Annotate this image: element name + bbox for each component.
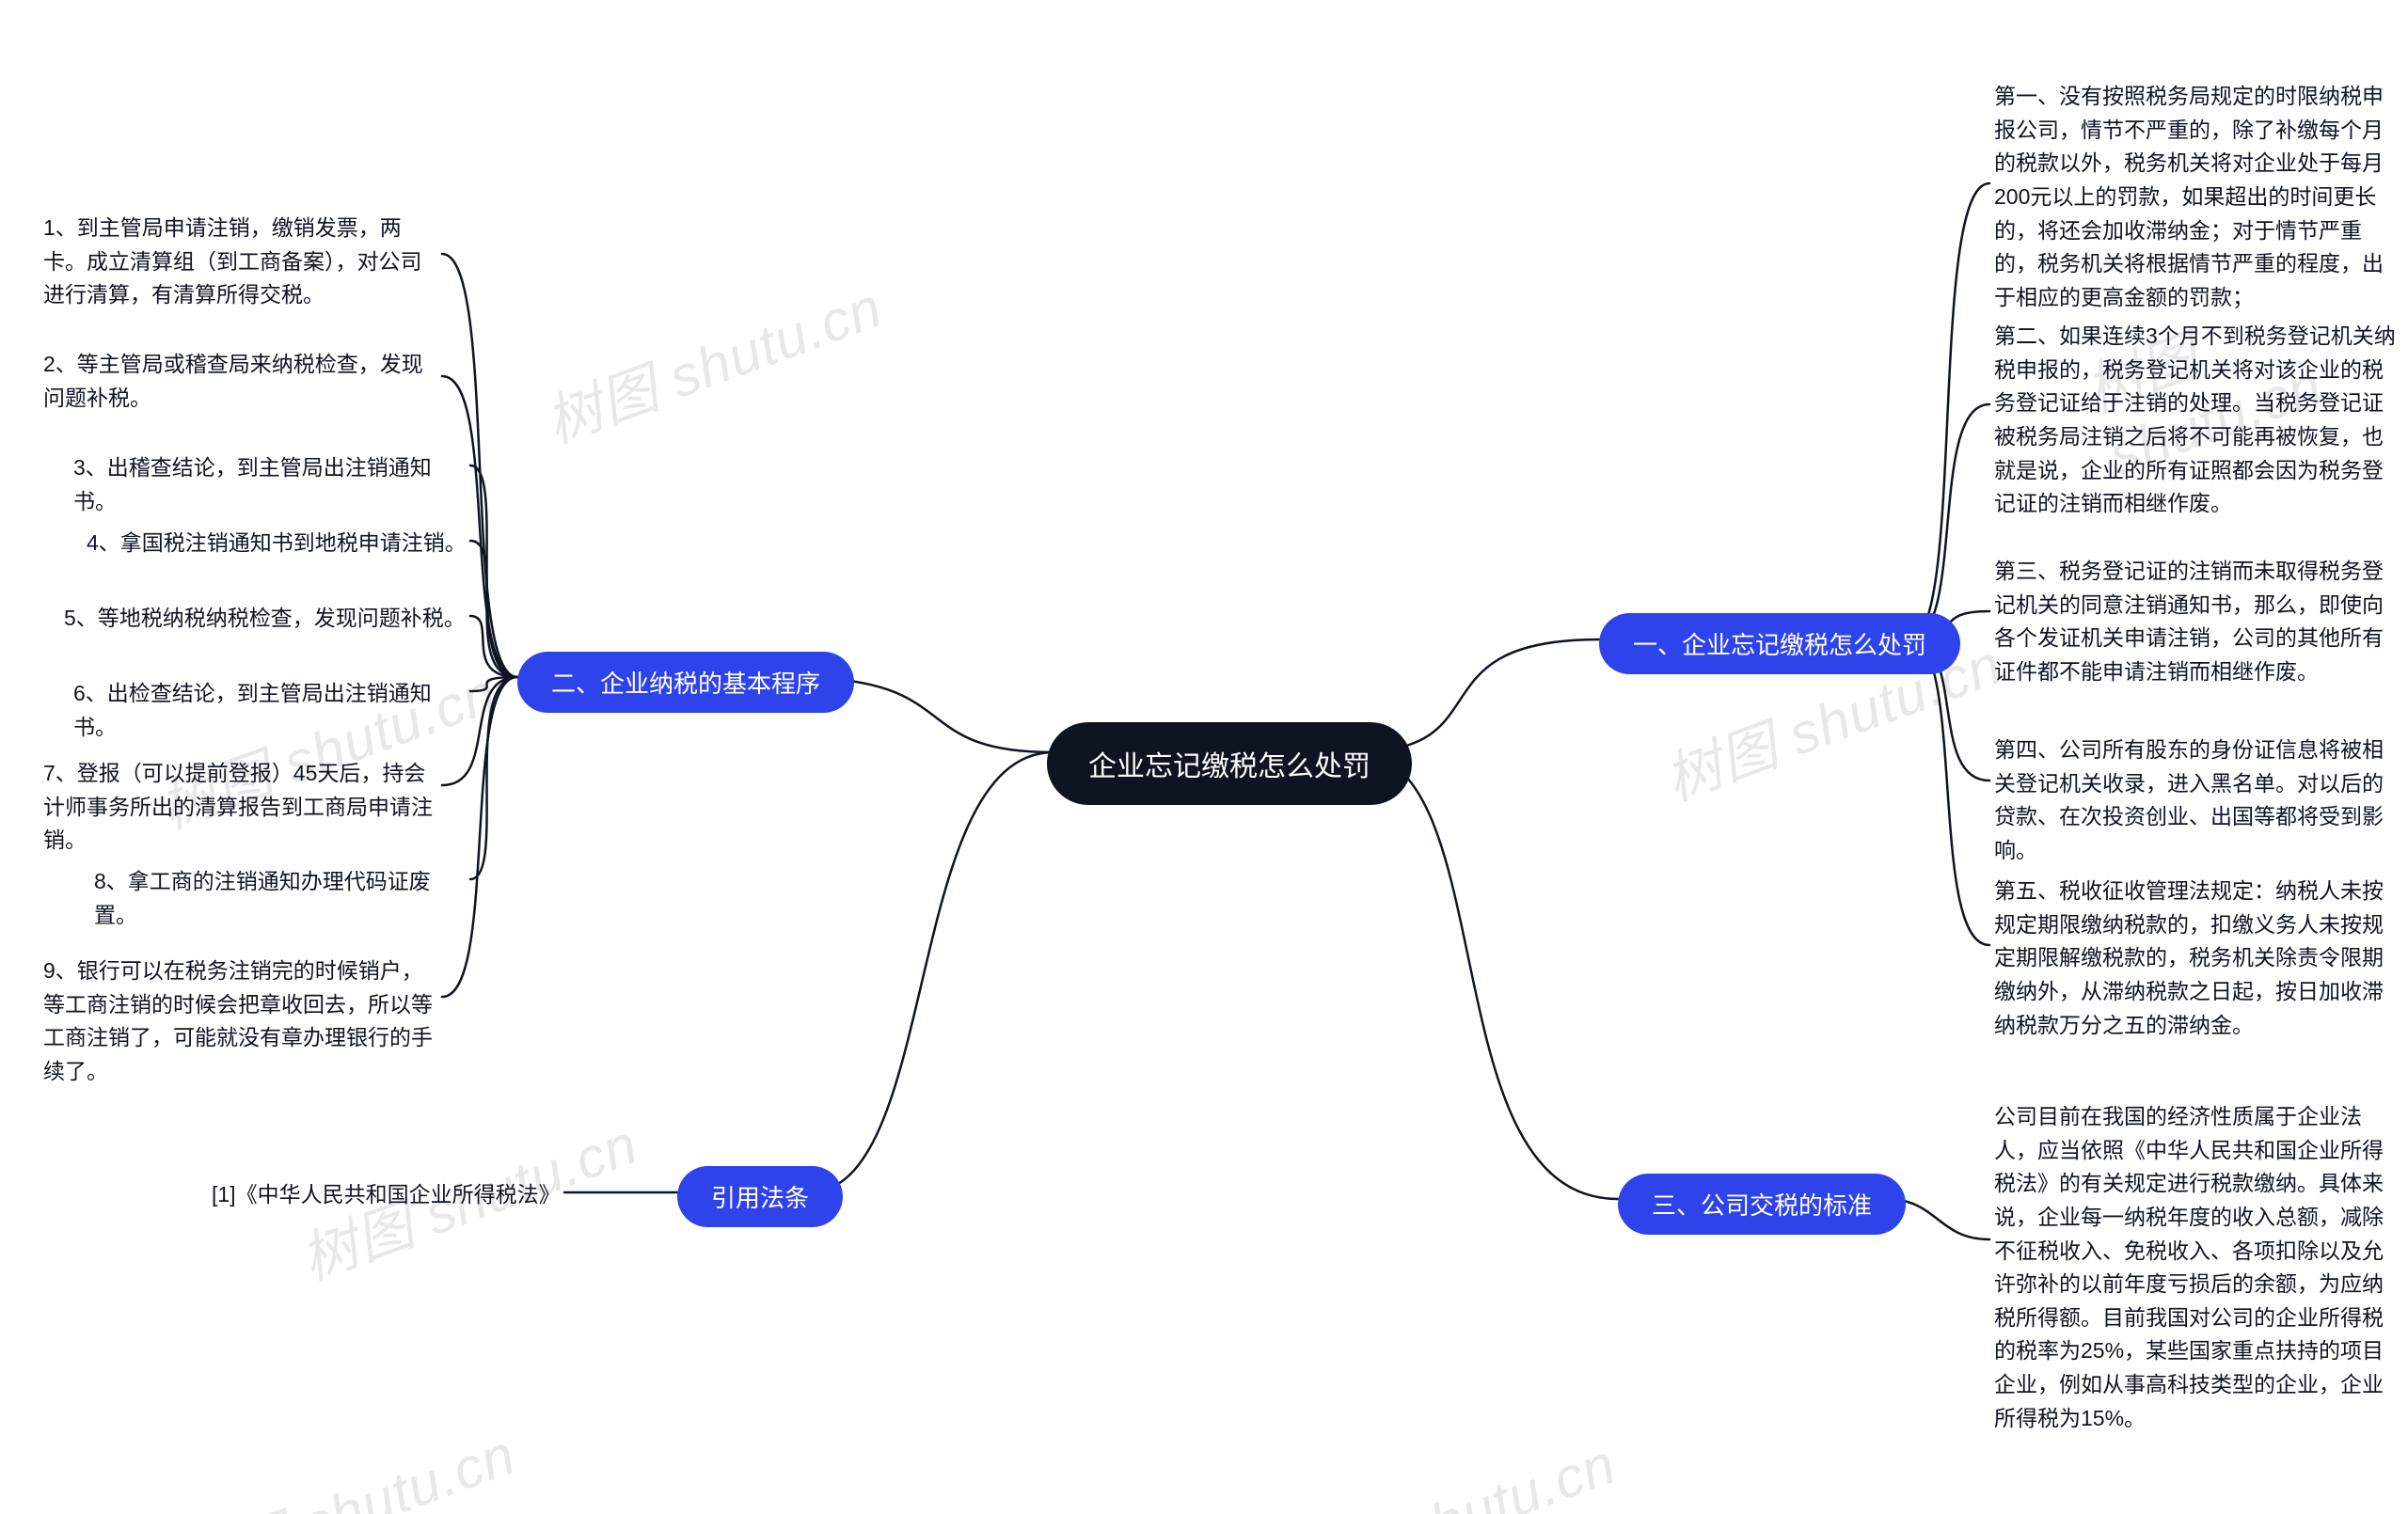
leaf-b2-9: 9、银行可以在税务注销完的时候销户，等工商注销的时候会把章收回去，所以等工商注销… <box>43 954 438 1089</box>
watermark: 树图 shutu.cn <box>1266 1419 1625 1514</box>
leaf-b4-1: [1]《中华人民共和国企业所得税法》 <box>212 1178 569 1212</box>
leaf-b2-6: 6、出检查结论，到主管局出注销通知书。 <box>73 677 468 744</box>
watermark: 树图 shutu.cn <box>532 262 892 460</box>
leaf-b2-5: 5、等地税纳税纳税检查，发现问题补税。 <box>64 602 468 636</box>
branch-penalties: 一、企业忘记缴税怎么处罚 <box>1599 613 1960 674</box>
branch-tax-standard: 三、公司交税的标准 <box>1618 1174 1906 1235</box>
leaf-b1-3: 第三、税务登记证的注销而未取得税务登记机关的同意注销通知书，那么，即使向各个发证… <box>1994 555 2399 689</box>
leaf-b1-2: 第二、如果连续3个月不到税务登记机关纳税申报的，税务登记机关将对该企业的税务登记… <box>1994 320 2399 521</box>
branch-procedure: 二、企业纳税的基本程序 <box>517 652 854 713</box>
branch-law-reference: 引用法条 <box>677 1166 843 1227</box>
leaf-b2-4: 4、拿国税注销通知书到地税申请注销。 <box>87 527 472 560</box>
leaf-b1-4: 第四、公司所有股东的身份证信息将被相关登记机关收录，进入黑名单。对以后的贷款、在… <box>1994 733 2399 868</box>
leaf-b2-2: 2、等主管局或稽查局来纳税检查，发现问题补税。 <box>43 348 438 415</box>
leaf-b1-5: 第五、税收征收管理法规定：纳税人未按规定期限缴纳税款的，扣缴义务人未按规定期限解… <box>1994 875 2399 1042</box>
leaf-b1-1: 第一、没有按照税务局规定的时限纳税申报公司，情节不严重的，除了补缴每个月的税款以… <box>1994 80 2399 314</box>
leaf-b2-1: 1、到主管局申请注销，缴销发票，两卡。成立清算组（到工商备案），对公司进行清算，… <box>43 212 438 312</box>
watermark: 树图 shutu.cn <box>166 1410 525 1514</box>
leaf-b2-3: 3、出稽查结论，到主管局出注销通知书。 <box>73 451 468 518</box>
root-node: 企业忘记缴税怎么处罚 <box>1047 722 1412 805</box>
leaf-b2-8: 8、拿工商的注销通知办理代码证废置。 <box>94 865 470 932</box>
leaf-b2-7: 7、登报（可以提前登报）45天后，持会计师事务所出的清算报告到工商局申请注销。 <box>43 757 438 858</box>
leaf-b3-1: 公司目前在我国的经济性质属于企业法人，应当依照《中华人民共和国企业所得税法》的有… <box>1994 1100 2399 1435</box>
